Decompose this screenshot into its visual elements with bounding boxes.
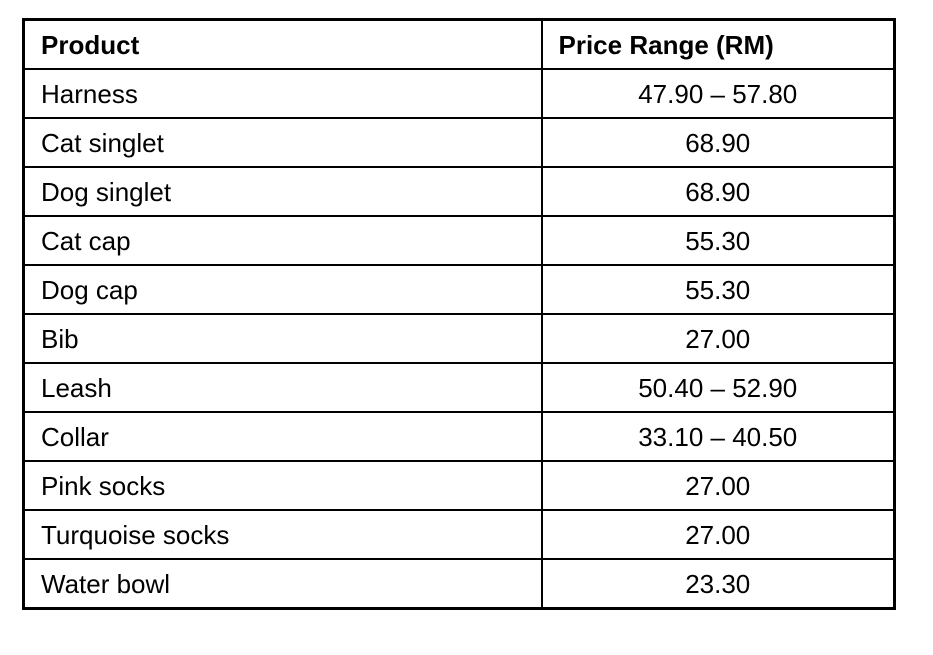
price-cell: 55.30 [540, 215, 896, 266]
price-cell: 33.10 – 40.50 [540, 411, 896, 462]
table-row: Bib 27.00 [22, 313, 896, 364]
table-row: Dog singlet 68.90 [22, 166, 896, 217]
product-cell: Cat cap [22, 215, 543, 266]
price-cell: 47.90 – 57.80 [540, 68, 896, 119]
price-table: Product Price Range (RM) Harness 47.90 –… [22, 18, 896, 610]
price-cell: 68.90 [540, 166, 896, 217]
product-cell: Dog singlet [22, 166, 543, 217]
price-table-container: Product Price Range (RM) Harness 47.90 –… [22, 18, 896, 610]
table-row: Collar 33.10 – 40.50 [22, 411, 896, 462]
price-cell: 23.30 [540, 558, 896, 610]
price-cell: 27.00 [540, 509, 896, 560]
price-cell: 50.40 – 52.90 [540, 362, 896, 413]
price-cell: 27.00 [540, 313, 896, 364]
price-cell: 27.00 [540, 460, 896, 511]
header-row: Product Price Range (RM) [22, 18, 896, 70]
table-row: Water bowl 23.30 [22, 558, 896, 610]
table-row: Leash 50.40 – 52.90 [22, 362, 896, 413]
table-row: Turquoise socks 27.00 [22, 509, 896, 560]
table-row: Cat cap 55.30 [22, 215, 896, 266]
product-cell: Turquoise socks [22, 509, 543, 560]
product-cell: Bib [22, 313, 543, 364]
product-cell: Leash [22, 362, 543, 413]
product-cell: Water bowl [22, 558, 543, 610]
table-row: Dog cap 55.30 [22, 264, 896, 315]
column-header-product: Product [22, 18, 543, 70]
product-cell: Pink socks [22, 460, 543, 511]
column-header-price: Price Range (RM) [540, 18, 896, 70]
table-row: Cat singlet 68.90 [22, 117, 896, 168]
product-cell: Cat singlet [22, 117, 543, 168]
price-cell: 68.90 [540, 117, 896, 168]
product-cell: Harness [22, 68, 543, 119]
table-row: Pink socks 27.00 [22, 460, 896, 511]
table-row: Harness 47.90 – 57.80 [22, 68, 896, 119]
product-cell: Collar [22, 411, 543, 462]
price-cell: 55.30 [540, 264, 896, 315]
product-cell: Dog cap [22, 264, 543, 315]
